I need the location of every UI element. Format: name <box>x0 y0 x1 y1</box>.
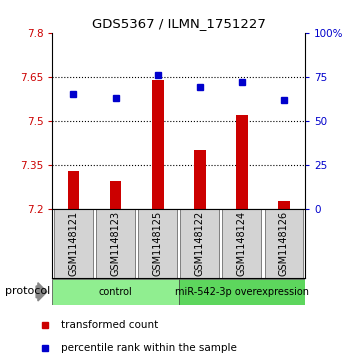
Text: GSM1148122: GSM1148122 <box>195 211 205 276</box>
Text: protocol: protocol <box>5 286 51 297</box>
Bar <box>180 209 219 278</box>
Title: GDS5367 / ILMN_1751227: GDS5367 / ILMN_1751227 <box>92 17 266 30</box>
Bar <box>236 115 248 209</box>
Bar <box>110 181 121 209</box>
Bar <box>265 209 303 278</box>
FancyArrow shape <box>36 283 47 301</box>
Text: control: control <box>99 287 132 297</box>
Bar <box>96 209 135 278</box>
Bar <box>68 171 79 209</box>
Bar <box>278 201 290 209</box>
Text: GSM1148126: GSM1148126 <box>279 211 289 276</box>
Text: GSM1148123: GSM1148123 <box>110 211 121 276</box>
Bar <box>179 279 305 305</box>
Text: GSM1148124: GSM1148124 <box>237 211 247 276</box>
Text: transformed count: transformed count <box>61 321 158 330</box>
Bar <box>52 279 179 305</box>
Bar <box>152 80 164 209</box>
Bar <box>138 209 177 278</box>
Text: percentile rank within the sample: percentile rank within the sample <box>61 343 236 352</box>
Text: miR-542-3p overexpression: miR-542-3p overexpression <box>175 287 309 297</box>
Text: GSM1148121: GSM1148121 <box>68 211 78 276</box>
Bar <box>222 209 261 278</box>
Bar <box>194 150 206 209</box>
Text: GSM1148125: GSM1148125 <box>153 211 163 276</box>
Bar <box>54 209 93 278</box>
